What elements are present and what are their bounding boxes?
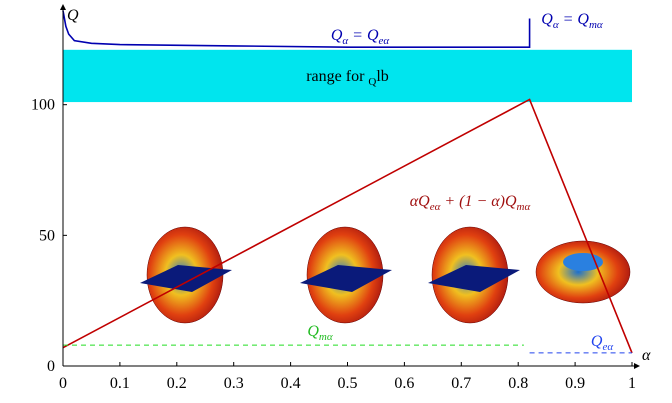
x-tick-label: 0.1: [110, 375, 130, 392]
subscript: eα: [379, 35, 390, 47]
band: [63, 49, 632, 103]
line: [62, 98, 633, 354]
x-tick-label: 0.8: [508, 375, 528, 392]
annotation: range for Qlb: [306, 68, 389, 88]
subscript: mα: [517, 201, 531, 213]
text: = Q: [348, 27, 379, 44]
x-tick-label: 0.4: [281, 375, 301, 392]
subscript: α: [553, 19, 559, 31]
annotation: αQeα + (1 − α)Qmα: [410, 193, 531, 213]
text: = Q: [559, 11, 590, 28]
x-tick-label: 0.6: [394, 375, 414, 392]
annotation: Qα = Qeα: [331, 27, 390, 47]
subscript: mα: [319, 331, 333, 343]
text: Q: [331, 27, 343, 44]
plate: [140, 265, 232, 292]
y-tick-label: 100: [31, 97, 55, 114]
annotation: Qmα: [307, 323, 333, 343]
x-tick-label: 1: [628, 375, 636, 392]
arrow: [60, 4, 66, 10]
subscript: eα: [430, 201, 441, 213]
x-tick-label: 0.2: [167, 375, 187, 392]
y-tick-label: 50: [39, 227, 55, 244]
text: lb: [376, 68, 388, 85]
plate: [300, 265, 392, 292]
text: Q: [541, 11, 553, 28]
x-tick-label: 0.7: [451, 375, 471, 392]
text: Q: [307, 323, 319, 340]
x-tick-label: 0.5: [338, 375, 358, 392]
text: range for: [306, 68, 368, 85]
plate: [428, 265, 520, 292]
x-tick-label: 0: [59, 375, 67, 392]
pattern: [535, 240, 631, 304]
subscript: eα: [602, 341, 613, 353]
radiation-patterns: [140, 226, 631, 324]
text: Q: [591, 333, 603, 350]
annotation: Qα = Qmα: [541, 11, 603, 31]
x-axis-label: α: [642, 347, 651, 364]
annotation: Qeα: [591, 333, 613, 353]
text: + (1 − α)Q: [440, 193, 517, 210]
subscript: Q: [368, 76, 376, 88]
arrow: [634, 363, 640, 369]
x-tick-label: 0.3: [224, 375, 244, 392]
x-tick-label: 0.9: [565, 375, 585, 392]
y-axis-label: Q: [67, 7, 79, 24]
subscript: mα: [589, 19, 603, 31]
subscript: α: [342, 35, 348, 47]
y-tick-label: 0: [47, 358, 55, 375]
line: [62, 10, 531, 48]
text: αQ: [410, 193, 430, 210]
